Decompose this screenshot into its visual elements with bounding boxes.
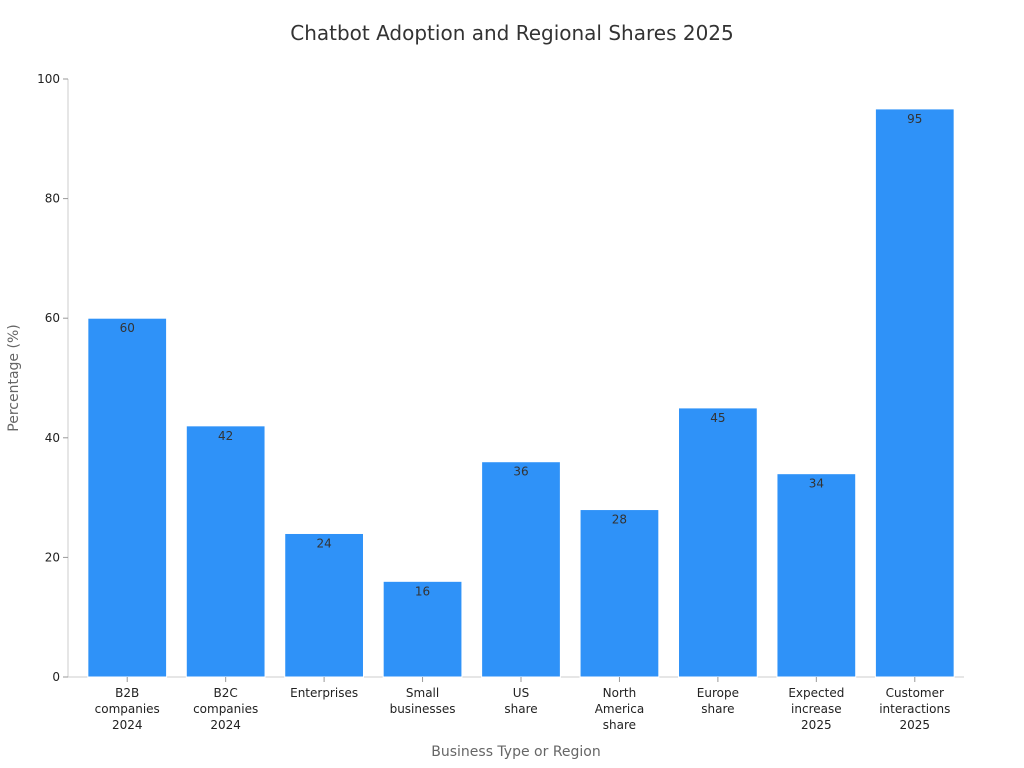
bar — [87, 317, 168, 678]
y-tick-label: 80 — [45, 192, 60, 206]
x-tick-label-line: companies — [193, 702, 258, 716]
x-tick-label: Small businesses — [390, 686, 456, 716]
x-tick-label: B2B companies 2024 — [95, 686, 160, 732]
x-tick-label-line: B2B — [115, 686, 139, 700]
bar-value-label: 16 — [415, 584, 430, 598]
bar — [284, 532, 364, 678]
x-tick-label-line: US — [513, 686, 529, 700]
bar-value-label: 60 — [120, 321, 135, 335]
x-tick-label-line: share — [504, 702, 537, 716]
x-tick-label: North America share — [595, 686, 645, 732]
x-tick-label-line: North — [603, 686, 637, 700]
x-tick-label-line: increase — [791, 702, 842, 716]
y-tick-label: 40 — [45, 431, 60, 445]
y-tick-label: 0 — [52, 670, 60, 684]
x-tick-label-line: Small — [406, 686, 439, 700]
bar-value-label: 24 — [316, 536, 331, 550]
x-tick-label: Europe share — [697, 686, 739, 716]
x-axis-ticks: B2B companies 2024 B2C companies 2024 Enterpri… — [95, 677, 950, 732]
x-tick-label-line: interactions — [879, 702, 950, 716]
x-tick-label-line: Enterprises — [290, 686, 358, 700]
x-tick-label-line: 2024 — [210, 718, 241, 732]
x-tick-label: Expected increase 2025 — [788, 686, 844, 732]
y-axis-ticks: 0 20 40 60 80 100 — [37, 72, 68, 684]
x-tick-label-line: Expected — [788, 686, 844, 700]
y-tick-label: 60 — [45, 311, 60, 325]
x-tick-label-line: B2C — [214, 686, 238, 700]
bar-value-label: 42 — [218, 429, 233, 443]
y-axis-title: Percentage (%) — [6, 324, 22, 431]
x-tick-label-line: Europe — [697, 686, 739, 700]
x-tick-label: B2C companies 2024 — [193, 686, 258, 732]
bar — [678, 407, 758, 678]
x-tick-label-line: 2025 — [801, 718, 832, 732]
y-tick-label: 100 — [37, 72, 60, 86]
bar — [874, 108, 955, 678]
bar-value-label: 45 — [710, 411, 725, 425]
x-tick-label-line: America — [595, 702, 645, 716]
x-tick-label-line: share — [701, 702, 734, 716]
x-tick-label-line: companies — [95, 702, 160, 716]
bar — [185, 425, 266, 678]
x-tick-label-line: 2025 — [900, 718, 931, 732]
bar-value-label: 34 — [809, 477, 824, 491]
bars-group: 60 42 24 16 36 28 45 34 95 — [87, 108, 955, 678]
chart-title: Chatbot Adoption and Regional Shares 202… — [290, 21, 734, 45]
bar-value-label: 36 — [513, 465, 528, 479]
bar — [776, 473, 857, 678]
x-tick-label-line: share — [603, 718, 636, 732]
bar — [579, 509, 660, 678]
bar-value-label: 95 — [907, 112, 922, 126]
bar — [382, 580, 463, 678]
bar-value-label: 28 — [612, 513, 627, 527]
x-tick-label-line: businesses — [390, 702, 456, 716]
x-tick-label: Customer interactions 2025 — [879, 686, 950, 732]
y-tick-label: 20 — [45, 550, 60, 564]
x-tick-label: Enterprises — [290, 686, 358, 700]
bar — [481, 461, 561, 678]
x-tick-label: US share — [504, 686, 537, 716]
x-axis-title: Business Type or Region — [431, 744, 601, 760]
x-tick-label-line: 2024 — [112, 718, 143, 732]
x-tick-label-line: Customer — [886, 686, 944, 700]
